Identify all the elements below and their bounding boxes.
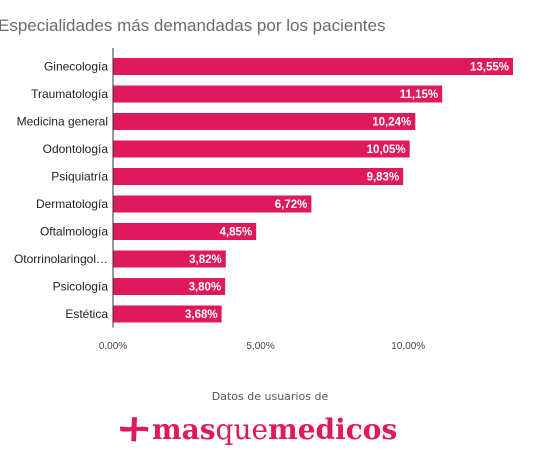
data-label: 10,24%: [372, 117, 411, 129]
bar: [113, 140, 410, 158]
source-caption: Datos de usuarios de: [211, 390, 329, 403]
bar: [113, 223, 257, 240]
data-label: 13,55%: [470, 62, 509, 74]
data-label: 6,72%: [275, 199, 308, 211]
chart-title: Especialidades más demandadas por los pa…: [0, 16, 386, 35]
bar: [113, 195, 312, 213]
category-label: Dermatología: [36, 197, 108, 211]
x-tick-label: 5,00%: [246, 341, 274, 352]
category-label: Estética: [65, 307, 108, 321]
brand-text-que: que: [215, 412, 269, 446]
category-label: Oftalmología: [40, 225, 108, 239]
data-label: 3,68%: [185, 309, 218, 321]
bar: [113, 85, 443, 103]
data-label: 11,15%: [400, 89, 438, 101]
data-label: 9,83%: [367, 172, 400, 184]
brand-logo[interactable]: mas que medicos: [118, 412, 398, 446]
category-label: Medicina general: [17, 115, 108, 129]
category-label: Traumatología: [31, 87, 108, 101]
category-label: Otorrinolaringol…: [14, 252, 108, 266]
data-label: 3,82%: [189, 254, 222, 266]
category-label: Psicología: [53, 280, 109, 294]
x-tick-label: 0,00%: [99, 341, 127, 352]
data-label: 10,05%: [367, 144, 406, 156]
bar: [113, 278, 226, 295]
x-tick-label: 10,00%: [391, 341, 425, 352]
data-label: 3,80%: [189, 282, 222, 294]
plus-icon: [120, 417, 149, 442]
bar: [113, 305, 222, 323]
bar: [113, 250, 226, 268]
brand-text-mas: mas: [152, 412, 216, 446]
category-label: Psiquiatría: [51, 170, 108, 184]
data-label: 4,85%: [220, 227, 253, 239]
bar: [113, 58, 513, 75]
category-label: Ginecología: [44, 60, 108, 74]
bar: [113, 113, 416, 130]
category-label: Odontología: [43, 142, 109, 156]
bar: [113, 168, 404, 185]
brand-text-medicos: medicos: [268, 412, 398, 446]
bar-chart: Ginecología 13,55% Traumatología 11,15% Medi…: [14, 48, 513, 352]
